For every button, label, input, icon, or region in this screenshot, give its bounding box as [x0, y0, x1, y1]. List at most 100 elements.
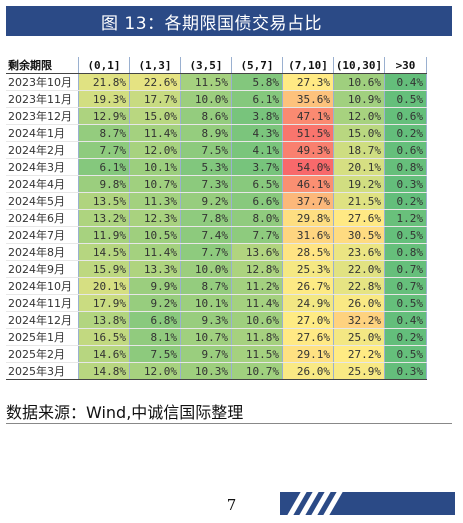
table-cell: 15.0% — [333, 124, 385, 142]
table-cell: 21.8% — [78, 73, 130, 91]
table-cell: 14.5% — [78, 243, 130, 261]
table-cell: 7.7% — [78, 141, 130, 159]
table-row: 2023年11月 19.3% 17.7% 10.0% 6.1% 35.6% 10.9% 0.5… — [6, 90, 427, 108]
table-cell: 12.0% — [333, 107, 385, 125]
table-cell: 35.6% — [282, 90, 334, 108]
table-row: 2024年9月 15.9% 13.3% 10.0% 12.8% 25.3% 22.0% 0.7… — [6, 260, 427, 278]
table-row: 2024年3月 6.1% 10.1% 5.3% 3.7% 54.0% 20.1% 0.8% — [6, 158, 427, 176]
table-cell: 9.3% — [180, 311, 232, 329]
table-cell: 22.0% — [333, 260, 385, 278]
table-header-row: 剩余期限 (0,1] (1,3] (3,5] (5,7] (7,10] (10,… — [6, 57, 427, 74]
table-cell: 29.8% — [282, 209, 334, 227]
table-cell: 10.7% — [129, 175, 181, 193]
table-cell: 12.8% — [231, 260, 283, 278]
table-cell: 0.2% — [384, 192, 427, 210]
table-cell: 18.7% — [333, 141, 385, 159]
table-cell: 20.1% — [78, 277, 130, 295]
table-cell: 10.7% — [231, 362, 283, 380]
table-cell: 31.6% — [282, 226, 334, 244]
table-cell: 11.5% — [231, 345, 283, 363]
footer-bar — [280, 492, 455, 515]
table-cell: 0.5% — [384, 226, 427, 244]
table-cell: 15.0% — [129, 107, 181, 125]
table-cell: 54.0% — [282, 158, 334, 176]
table-cell: 10.0% — [180, 90, 232, 108]
column-header: 剩余期限 — [6, 57, 79, 74]
column-header: (10,30] — [333, 57, 385, 74]
table-cell: 11.4% — [129, 243, 181, 261]
table-cell: 17.7% — [129, 90, 181, 108]
row-label: 2024年7月 — [6, 226, 79, 244]
column-header: (1,3] — [129, 57, 181, 74]
table-row: 2023年12月 12.9% 15.0% 8.6% 3.8% 47.1% 12.0% 0.6% — [6, 107, 427, 125]
table-cell: 24.9% — [282, 294, 334, 312]
figure-title-bar: 图 13：各期限国债交易占比 — [6, 6, 452, 36]
row-label: 2025年1月 — [6, 328, 79, 346]
table-cell: 5.3% — [180, 158, 232, 176]
table-cell: 47.1% — [282, 107, 334, 125]
table-row: 2024年2月 7.7% 12.0% 7.5% 4.1% 49.3% 18.7% 0.6% — [6, 141, 427, 159]
table-cell: 8.0% — [231, 209, 283, 227]
table-cell: 27.6% — [333, 209, 385, 227]
table-cell: 8.9% — [180, 124, 232, 142]
table-cell: 26.7% — [282, 277, 334, 295]
table-cell: 10.7% — [180, 328, 232, 346]
table-cell: 8.7% — [78, 124, 130, 142]
table-cell: 0.7% — [384, 260, 427, 278]
row-label: 2025年3月 — [6, 362, 79, 380]
table-cell: 15.9% — [78, 260, 130, 278]
column-header: (7,10] — [282, 57, 334, 74]
table-cell: 9.8% — [78, 175, 130, 193]
table-cell: 8.6% — [180, 107, 232, 125]
column-header: (0,1] — [78, 57, 130, 74]
table-cell: 7.3% — [180, 175, 232, 193]
row-label: 2023年12月 — [6, 107, 79, 125]
table-cell: 0.3% — [384, 175, 427, 193]
row-label: 2024年11月 — [6, 294, 79, 312]
row-label: 2024年2月 — [6, 141, 79, 159]
table-row: 2024年10月 20.1% 9.9% 8.7% 11.2% 26.7% 22.8% 0.7% — [6, 277, 427, 295]
table-row: 2025年2月 14.6% 7.5% 9.7% 11.5% 29.1% 27.2% 0.5% — [6, 345, 427, 363]
table-cell: 4.1% — [231, 141, 283, 159]
heatmap-table: 剩余期限 (0,1] (1,3] (3,5] (5,7] (7,10] (10,… — [6, 57, 427, 380]
table-row: 2024年7月 11.9% 10.5% 7.4% 7.7% 31.6% 30.5% 0.5% — [6, 226, 427, 244]
column-header: (5,7] — [231, 57, 283, 74]
table-cell: 7.4% — [180, 226, 232, 244]
table-cell: 7.7% — [231, 226, 283, 244]
table-cell: 0.2% — [384, 328, 427, 346]
table-cell: 23.6% — [333, 243, 385, 261]
table-cell: 11.3% — [129, 192, 181, 210]
table-cell: 26.0% — [333, 294, 385, 312]
table-cell: 9.7% — [180, 345, 232, 363]
table-cell: 25.3% — [282, 260, 334, 278]
table-cell: 10.5% — [129, 226, 181, 244]
table-row: 2023年10月 21.8% 22.6% 11.5% 5.8% 27.3% 10.6% 0.4… — [6, 73, 427, 91]
table-cell: 9.9% — [129, 277, 181, 295]
table-cell: 0.5% — [384, 294, 427, 312]
table-cell: 6.6% — [231, 192, 283, 210]
row-label: 2024年4月 — [6, 175, 79, 193]
table-cell: 10.6% — [231, 311, 283, 329]
column-header: (3,5] — [180, 57, 232, 74]
table-cell: 6.1% — [78, 158, 130, 176]
table-cell: 19.3% — [78, 90, 130, 108]
table-cell: 0.5% — [384, 90, 427, 108]
table-cell: 22.6% — [129, 73, 181, 91]
table-cell: 13.2% — [78, 209, 130, 227]
table-cell: 19.2% — [333, 175, 385, 193]
table-cell: 10.9% — [333, 90, 385, 108]
table-cell: 13.6% — [231, 243, 283, 261]
table-cell: 10.0% — [180, 260, 232, 278]
table-row: 2024年4月 9.8% 10.7% 7.3% 6.5% 46.1% 19.2% 0.3% — [6, 175, 427, 193]
table-cell: 7.5% — [180, 141, 232, 159]
table-cell: 0.4% — [384, 73, 427, 91]
row-label: 2023年10月 — [6, 73, 79, 91]
table-cell: 9.2% — [180, 192, 232, 210]
table-cell: 0.6% — [384, 107, 427, 125]
table-cell: 12.3% — [129, 209, 181, 227]
table-row: 2024年11月 17.9% 9.2% 10.1% 11.4% 24.9% 26.0% 0.5… — [6, 294, 427, 312]
table-cell: 8.7% — [180, 277, 232, 295]
table-cell: 0.8% — [384, 158, 427, 176]
table-cell: 3.7% — [231, 158, 283, 176]
table-cell: 51.5% — [282, 124, 334, 142]
